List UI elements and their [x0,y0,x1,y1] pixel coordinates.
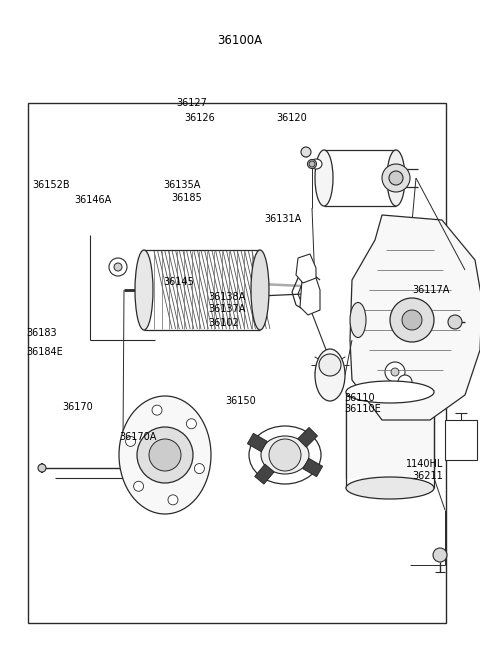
Ellipse shape [319,354,341,376]
Circle shape [301,147,311,157]
Polygon shape [350,215,480,420]
Ellipse shape [308,160,316,168]
Text: 36117A: 36117A [412,284,449,295]
Ellipse shape [249,426,321,484]
Text: 36184E: 36184E [26,346,63,357]
Ellipse shape [251,250,269,330]
Text: 36211: 36211 [413,471,444,481]
Polygon shape [300,275,320,315]
Ellipse shape [315,150,333,206]
Bar [347,402,433,478]
Ellipse shape [315,349,345,401]
Circle shape [168,495,178,505]
Ellipse shape [387,150,405,206]
Circle shape [385,362,405,382]
Bar [28,103,446,623]
Text: 36170A: 36170A [119,432,156,442]
Text: 36170: 36170 [62,402,93,413]
Bar [445,420,477,460]
Circle shape [126,436,136,447]
Circle shape [382,164,410,192]
Text: 36131A: 36131A [264,214,301,225]
Circle shape [448,315,462,329]
Circle shape [398,375,412,389]
Text: 36126: 36126 [185,113,216,123]
Circle shape [133,481,144,491]
Text: 36100A: 36100A [217,34,263,47]
Ellipse shape [310,159,322,169]
Text: 36102: 36102 [209,318,240,328]
Ellipse shape [135,250,153,330]
Circle shape [269,439,301,471]
Polygon shape [247,434,267,452]
Circle shape [391,368,399,376]
Circle shape [389,171,403,185]
Text: 36120: 36120 [276,113,307,123]
Text: 36138A: 36138A [209,291,246,302]
Text: 36110: 36110 [345,392,375,403]
Polygon shape [255,464,274,484]
Ellipse shape [346,477,434,499]
Polygon shape [298,428,318,447]
Ellipse shape [119,396,211,514]
Circle shape [114,263,122,271]
Text: 36135A: 36135A [163,179,201,190]
Circle shape [149,439,181,471]
Circle shape [402,310,422,330]
Circle shape [390,298,434,342]
Circle shape [186,419,196,429]
Text: 36150: 36150 [226,396,256,406]
Polygon shape [296,254,316,283]
Text: 1140HL: 1140HL [406,458,443,469]
Circle shape [194,464,204,474]
Text: 36152B: 36152B [33,179,70,190]
Ellipse shape [346,381,434,403]
Circle shape [309,161,315,167]
Circle shape [137,427,193,483]
Ellipse shape [350,303,366,337]
Circle shape [152,405,162,415]
Text: 36137A: 36137A [209,304,246,314]
Text: 36183: 36183 [26,328,57,338]
Circle shape [433,548,447,562]
Polygon shape [303,458,323,477]
Circle shape [109,258,127,276]
Text: 36127: 36127 [177,98,207,109]
Text: 36146A: 36146A [74,195,112,205]
Text: 36185: 36185 [171,193,202,204]
Text: 36110E: 36110E [345,404,382,415]
Text: 36145: 36145 [163,276,194,287]
Circle shape [38,464,46,472]
Ellipse shape [261,436,309,474]
